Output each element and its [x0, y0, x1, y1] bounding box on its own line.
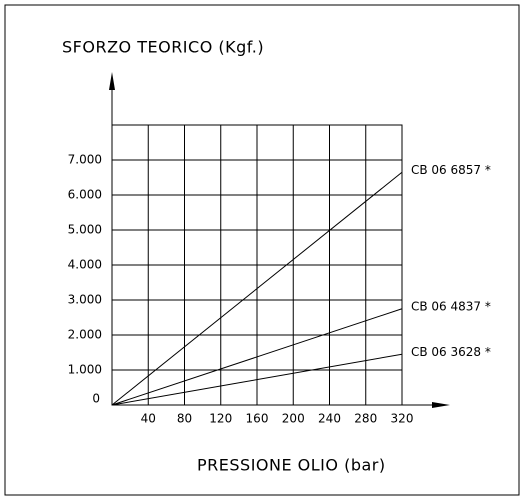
x-tick-label: 160 [246, 412, 269, 426]
chart-title: SFORZO TEORICO (Kgf.) [62, 38, 264, 57]
y-tick-label: 6.000 [68, 188, 102, 202]
x-tick-label: 280 [354, 412, 377, 426]
x-arrow [432, 402, 450, 408]
y-tick-label: 1.000 [68, 363, 102, 377]
x-tick-label: 40 [141, 412, 156, 426]
x-tick-label: 120 [209, 412, 232, 426]
y-tick-label: 7.000 [68, 153, 102, 167]
series-line [111, 308, 403, 406]
x-tick-label: 320 [391, 412, 414, 426]
frame [4, 4, 520, 496]
y-arrow [109, 72, 115, 90]
y-tick-label: 2.000 [68, 328, 102, 342]
series-label: CB 06 4837 * [411, 299, 491, 313]
series-label: CB 06 3628 * [411, 345, 491, 359]
y-tick-label: 5.000 [68, 223, 102, 237]
y-tick-label: 3.000 [68, 293, 102, 307]
x-tick-label: 240 [318, 412, 341, 426]
x-tick-label: 200 [282, 412, 305, 426]
series-label: CB 06 6857 * [411, 163, 491, 177]
x-axis-label: PRESSIONE OLIO (bar) [197, 456, 386, 475]
y-tick-label: 0 [92, 392, 100, 406]
series-line [111, 353, 403, 406]
series-line [111, 171, 403, 406]
x-tick-label: 80 [177, 412, 192, 426]
y-tick-label: 4.000 [68, 258, 102, 272]
